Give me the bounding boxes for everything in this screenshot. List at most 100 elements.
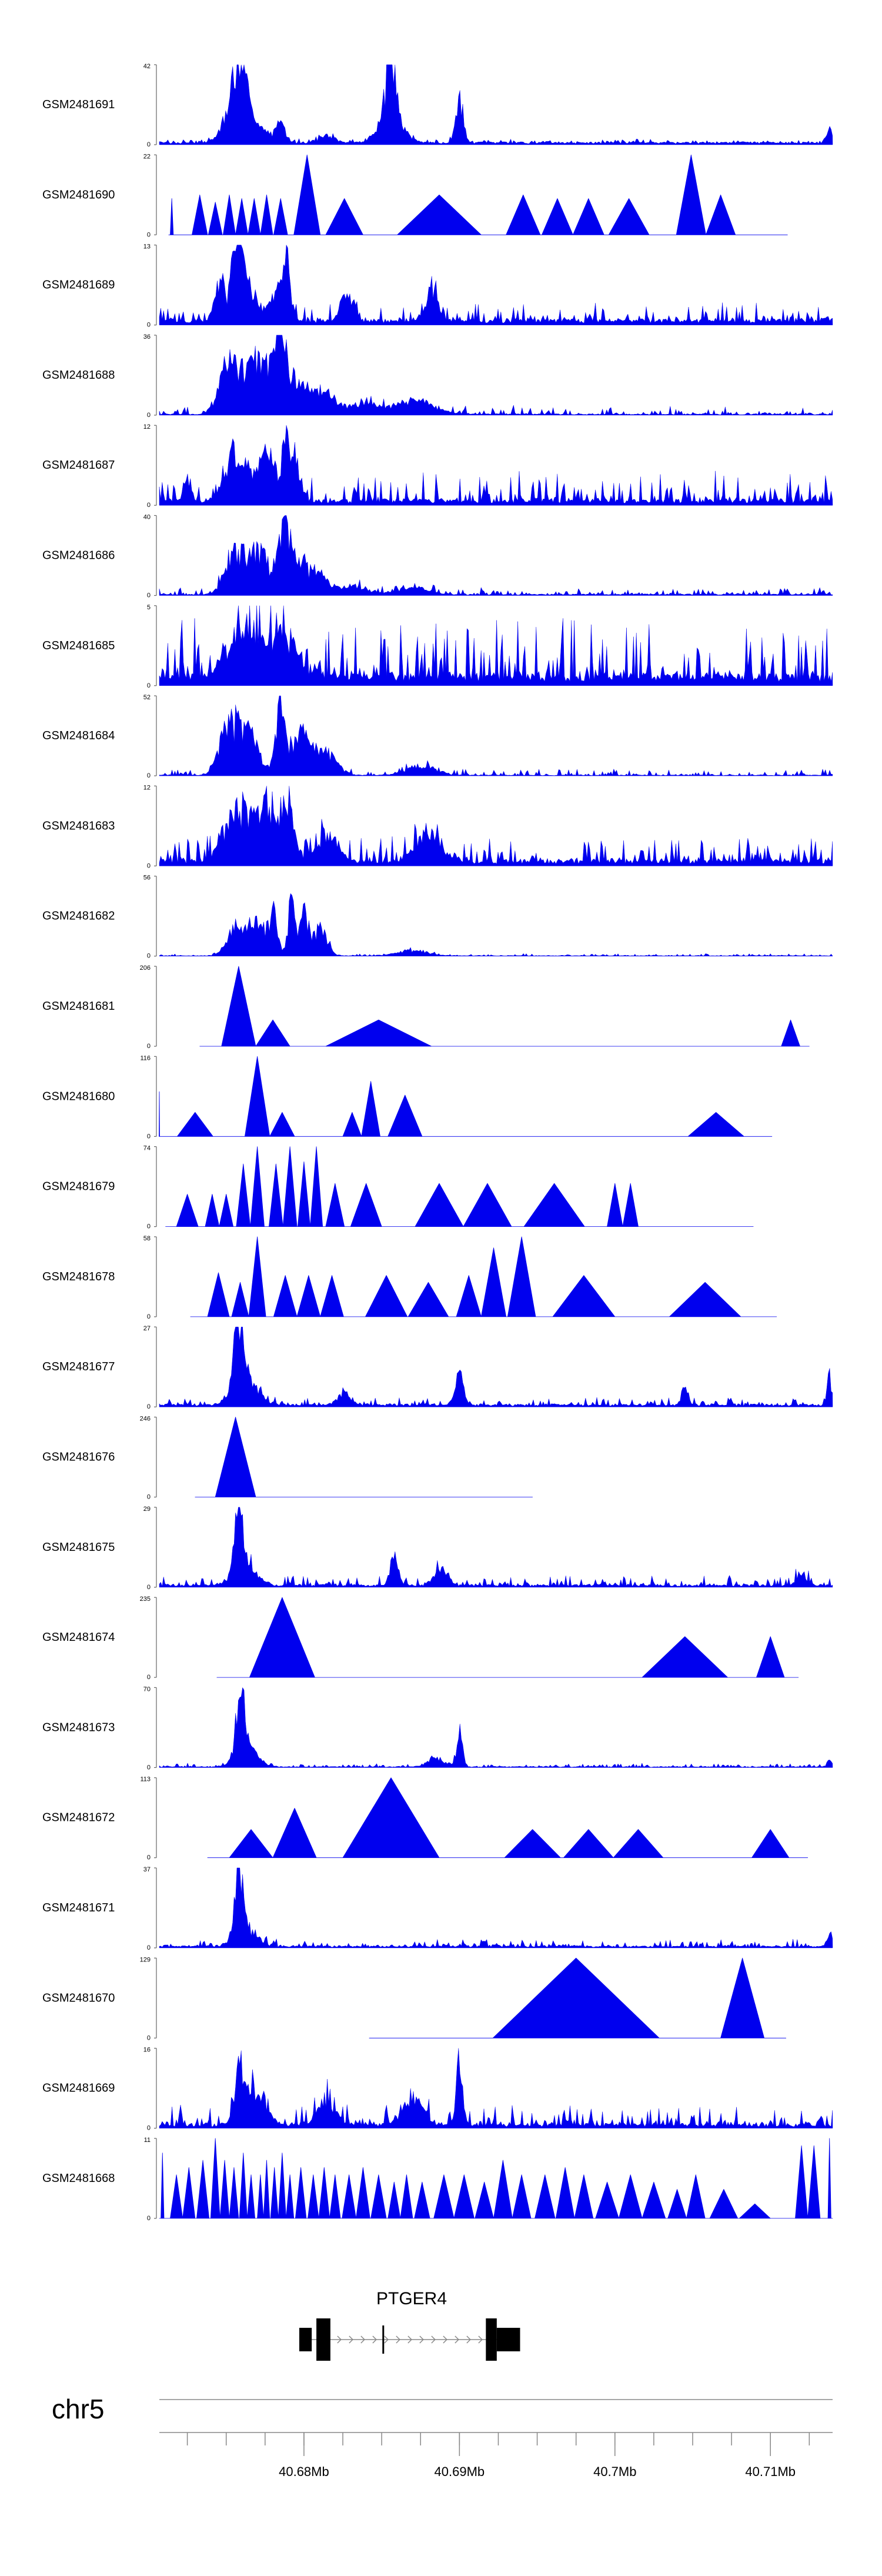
y-max-label: 12 <box>143 423 151 431</box>
y-max-label: 113 <box>140 1776 151 1783</box>
track-GSM2481668: GSM2481668 11 0 <box>42 2137 833 2222</box>
strand-chevron <box>431 2335 436 2344</box>
signal-area <box>369 1957 787 2038</box>
y-min-label: 0 <box>147 1944 151 1951</box>
gene-model-ptger4: PTGER4 <box>299 2289 520 2361</box>
chromosome-label: chr5 <box>52 2394 104 2424</box>
y-min-label: 0 <box>147 2215 151 2222</box>
track-label: GSM2481671 <box>42 1901 115 1914</box>
signal-area <box>159 425 833 506</box>
y-min-label: 0 <box>147 682 151 689</box>
track-label: GSM2481682 <box>42 910 115 923</box>
track-GSM2481669: GSM2481669 16 0 <box>42 2047 833 2132</box>
signal-area <box>159 1507 833 1588</box>
signal-area <box>159 335 833 416</box>
track-label: GSM2481668 <box>42 2172 115 2185</box>
signal-area <box>159 1056 773 1137</box>
track-GSM2481686: GSM2481686 40 0 <box>42 514 833 599</box>
track-label: GSM2481691 <box>42 98 115 111</box>
track-label: GSM2481689 <box>42 279 115 292</box>
track-GSM2481685: GSM2481685 5 0 <box>42 604 833 689</box>
axis-tick-label: 40.69Mb <box>435 2464 485 2479</box>
signal-area <box>168 154 788 235</box>
y-max-label: 29 <box>143 1506 151 1513</box>
y-max-label: 42 <box>143 63 151 70</box>
track-GSM2481689: GSM2481689 13 0 <box>42 243 833 329</box>
y-max-label: 206 <box>140 965 151 972</box>
strand-chevron <box>396 2335 400 2344</box>
signal-area <box>159 2048 833 2128</box>
track-label: GSM2481670 <box>42 1991 115 2004</box>
track-GSM2481670: GSM2481670 129 0 <box>42 1956 787 2041</box>
track-label: GSM2481675 <box>42 1541 115 1554</box>
track-label: GSM2481687 <box>42 459 115 472</box>
strand-chevron <box>478 2335 483 2344</box>
track-label: GSM2481672 <box>42 1811 115 1824</box>
exon-block <box>299 2328 312 2351</box>
track-GSM2481682: GSM2481682 56 0 <box>42 875 833 960</box>
gene-name-label: PTGER4 <box>376 2289 447 2308</box>
track-GSM2481683: GSM2481683 12 0 <box>42 784 833 869</box>
y-min-label: 0 <box>147 141 151 148</box>
y-min-label: 0 <box>147 1043 151 1050</box>
y-max-label: 58 <box>143 1235 151 1242</box>
track-label: GSM2481690 <box>42 188 115 201</box>
track-label: GSM2481676 <box>42 1451 115 1464</box>
y-min-label: 0 <box>147 1494 151 1501</box>
y-max-label: 116 <box>140 1055 151 1062</box>
strand-chevron <box>419 2335 424 2344</box>
y-max-label: 22 <box>143 153 151 160</box>
track-label: GSM2481680 <box>42 1090 115 1103</box>
track-label: GSM2481688 <box>42 369 115 382</box>
y-max-label: 11 <box>144 2137 151 2144</box>
track-label: GSM2481683 <box>42 819 115 832</box>
signal-area <box>159 515 833 596</box>
strand-chevron <box>337 2335 342 2344</box>
signal-area <box>159 64 833 145</box>
y-min-label: 0 <box>147 1764 151 1771</box>
track-label: GSM2481673 <box>42 1721 115 1734</box>
track-label: GSM2481677 <box>42 1360 115 1373</box>
track-GSM2481672: GSM2481672 113 0 <box>42 1776 808 1861</box>
signal-area <box>199 966 810 1047</box>
track-label: GSM2481669 <box>42 2082 115 2095</box>
y-min-label: 0 <box>147 1223 151 1230</box>
y-min-label: 0 <box>147 1133 151 1140</box>
axis-tick-label: 40.7Mb <box>593 2464 636 2479</box>
y-min-label: 0 <box>147 2034 151 2041</box>
y-min-label: 0 <box>147 772 151 779</box>
signal-area <box>159 786 833 866</box>
track-GSM2481676: GSM2481676 246 0 <box>42 1416 533 1501</box>
y-max-label: 235 <box>140 1596 151 1603</box>
strand-chevron <box>443 2335 447 2344</box>
track-label: GSM2481681 <box>42 1000 115 1013</box>
y-max-label: 40 <box>143 514 151 521</box>
track-label: GSM2481686 <box>42 549 115 562</box>
y-min-label: 0 <box>147 1313 151 1320</box>
track-GSM2481679: GSM2481679 74 0 <box>42 1145 754 1230</box>
strand-chevron <box>455 2335 459 2344</box>
strand-chevron <box>407 2335 412 2344</box>
y-min-label: 0 <box>147 1584 151 1591</box>
track-GSM2481688: GSM2481688 36 0 <box>42 333 833 419</box>
y-min-label: 0 <box>147 1403 151 1410</box>
track-label: GSM2481685 <box>42 639 115 652</box>
track-label: GSM2481679 <box>42 1180 115 1193</box>
y-min-label: 0 <box>147 2125 151 2132</box>
signal-area <box>159 695 833 776</box>
y-min-label: 0 <box>147 1854 151 1861</box>
signal-tracks: GSM2481691420GSM2481690220GSM2481689130G… <box>42 63 833 2222</box>
signal-area <box>159 1687 833 1768</box>
y-min-label: 0 <box>147 592 151 599</box>
strand-chevron <box>384 2335 389 2344</box>
signal-area <box>216 1597 799 1678</box>
signal-area <box>165 1146 754 1227</box>
track-GSM2481684: GSM2481684 52 0 <box>42 694 833 779</box>
track-GSM2481681: GSM2481681 206 0 <box>42 965 810 1050</box>
y-max-label: 129 <box>140 1956 151 1963</box>
genomic-axis: chr5 40.68Mb 40.69Mb 40.7Mb 40.71Mb <box>52 2394 833 2479</box>
y-max-label: 246 <box>140 1416 151 1423</box>
y-max-label: 56 <box>143 875 151 882</box>
y-min-label: 0 <box>147 953 151 960</box>
